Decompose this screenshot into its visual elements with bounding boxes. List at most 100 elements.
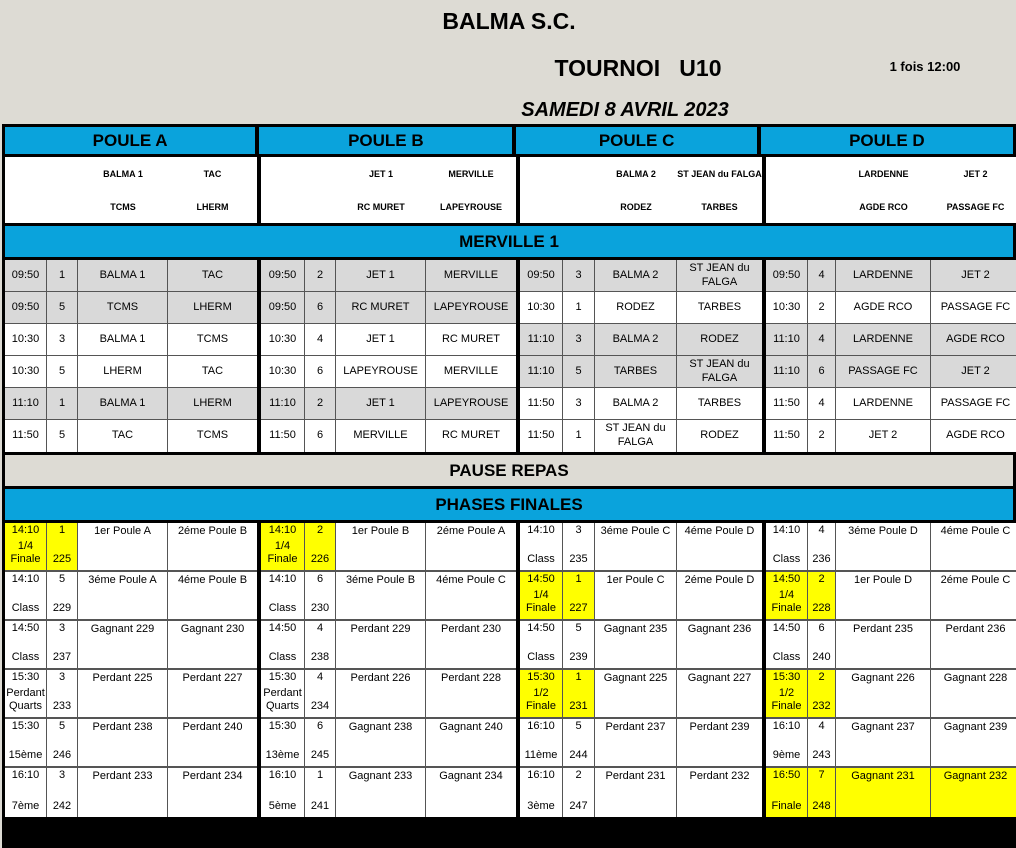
time-cell: 14:10 Class bbox=[766, 523, 808, 570]
match-time: 10:30 bbox=[261, 324, 305, 355]
team-a: Perdant 231 bbox=[595, 768, 677, 817]
field-number: 4 bbox=[818, 720, 825, 732]
final-row: 16:10 11ème 5 244 Perdant 237 Perdant 239 bbox=[520, 719, 762, 768]
number-cell: 1 225 bbox=[47, 523, 78, 570]
match-row: 10:30 5 LHERM TAC bbox=[5, 356, 257, 388]
final-row: 16:50 Finale 7 248 Gagnant 231 Gagnant 232 bbox=[766, 768, 1016, 817]
home-team: ST JEAN du FALGA bbox=[595, 420, 677, 452]
final-row: 14:50 Class 5 239 Gagnant 235 Gagnant 236 bbox=[520, 621, 762, 670]
away-team: LHERM bbox=[168, 388, 257, 419]
match-id: 237 bbox=[52, 651, 72, 664]
match-time: 11:10 bbox=[5, 388, 47, 419]
match-row: 11:50 1 ST JEAN du FALGA RODEZ bbox=[520, 420, 762, 452]
match-time: 11:50 bbox=[520, 420, 563, 452]
team-b: 4éme Poule B bbox=[168, 572, 257, 619]
team-a: 1er Poule D bbox=[836, 572, 931, 619]
final-row: 14:10 1/4 Finale 1 225 1er Poule A 2éme Poule… bbox=[5, 523, 257, 572]
round-label: 5ème bbox=[268, 800, 297, 813]
away-team: RODEZ bbox=[677, 420, 762, 452]
team-row: LARDENNE JET 2 bbox=[766, 157, 1016, 190]
away-team: TARBES bbox=[677, 292, 762, 323]
final-row: 15:30 1/2 Finale 2 232 Gagnant 226 Gagnant 22… bbox=[766, 670, 1016, 719]
final-row: 16:10 7ème 3 242 Perdant 233 Perdant 234 bbox=[5, 768, 257, 817]
match-row: 11:10 6 PASSAGE FC JET 2 bbox=[766, 356, 1016, 388]
match-row: 11:50 5 TAC TCMS bbox=[5, 420, 257, 452]
match-time: 16:10 bbox=[527, 769, 555, 781]
match-id: 230 bbox=[310, 602, 330, 615]
field-number: 5 bbox=[575, 720, 582, 732]
team-b: 4éme Poule D bbox=[677, 523, 762, 570]
team-b: 4éme Poule C bbox=[931, 523, 1016, 570]
field-number: 6 bbox=[818, 622, 825, 634]
team-a: Gagnant 226 bbox=[836, 670, 931, 717]
round-label: Perdant Quarts bbox=[263, 686, 302, 713]
field-number: 3 bbox=[47, 324, 78, 355]
poule-finals: 14:10 1/4 Finale 2 226 1er Poule B 2éme Poule… bbox=[261, 523, 516, 817]
field-number: 1 bbox=[575, 573, 582, 585]
team-a: Perdant 226 bbox=[336, 670, 426, 717]
field-number: 7 bbox=[818, 769, 825, 781]
final-row: 14:10 Class 4 236 3éme Poule D 4éme Poule C bbox=[766, 523, 1016, 572]
match-id: 241 bbox=[310, 800, 330, 813]
time-cell: 14:50 Class bbox=[520, 621, 563, 668]
team-name: RODEZ bbox=[620, 201, 652, 212]
match-id: 233 bbox=[52, 700, 72, 713]
number-cell: 1 231 bbox=[563, 670, 595, 717]
field-number: 5 bbox=[58, 573, 66, 585]
match-row: 10:30 3 BALMA 1 TCMS bbox=[5, 324, 257, 356]
poule-teams: BALMA 1 TAC TCMS LHERM JET 1 MERVILLE RC MURET… bbox=[5, 157, 1016, 223]
final-row: 16:10 9ème 4 243 Gagnant 237 Gagnant 239 bbox=[766, 719, 1016, 768]
final-row: 15:30 Perdant Quarts 3 233 Perdant 225 Perdan… bbox=[5, 670, 257, 719]
match-time: 11:50 bbox=[766, 388, 808, 419]
match-row: 11:10 5 TARBES ST JEAN du FALGA bbox=[520, 356, 762, 388]
match-time: 11:50 bbox=[5, 420, 47, 452]
home-team: BALMA 2 bbox=[595, 260, 677, 291]
match-id: 245 bbox=[310, 749, 330, 762]
time-cell: 15:30 Perdant Quarts bbox=[5, 670, 47, 717]
home-team: TARBES bbox=[595, 356, 677, 387]
match-time: 16:10 bbox=[11, 769, 40, 781]
match-id: 243 bbox=[812, 749, 831, 762]
match-time: 11:10 bbox=[520, 356, 563, 387]
match-time: 11:50 bbox=[766, 420, 808, 452]
match-time: 11:10 bbox=[261, 388, 305, 419]
team-a: Perdant 225 bbox=[78, 670, 168, 717]
match-row: 11:10 1 BALMA 1 LHERM bbox=[5, 388, 257, 420]
team-b: Gagnant 227 bbox=[677, 670, 762, 717]
team-a: Gagnant 235 bbox=[595, 621, 677, 668]
match-row: 09:50 3 BALMA 2 ST JEAN du FALGA bbox=[520, 260, 762, 292]
away-team: AGDE RCO bbox=[931, 324, 1016, 355]
match-row: 09:50 5 TCMS LHERM bbox=[5, 292, 257, 324]
match-id: 235 bbox=[569, 553, 588, 566]
match-row: 09:50 1 BALMA 1 TAC bbox=[5, 260, 257, 292]
poule-matches: 09:50 4 LARDENNE JET 2 10:30 2 AGDE RCO PASSAGE… bbox=[766, 260, 1016, 452]
number-cell: 4 243 bbox=[808, 719, 836, 766]
match-id: 246 bbox=[52, 749, 72, 762]
round-label: Perdant Quarts bbox=[6, 686, 45, 713]
round-label: 1/4 Finale bbox=[771, 588, 802, 615]
team-b: Perdant 234 bbox=[168, 768, 257, 817]
time-cell: 16:50 Finale bbox=[766, 768, 808, 817]
number-cell: 2 226 bbox=[305, 523, 336, 570]
number-cell: 5 239 bbox=[563, 621, 595, 668]
team-b: 4éme Poule C bbox=[426, 572, 516, 619]
team-a: 3éme Poule A bbox=[78, 572, 168, 619]
number-cell: 6 240 bbox=[808, 621, 836, 668]
number-cell: 3 237 bbox=[47, 621, 78, 668]
time-cell: 14:50 1/4 Finale bbox=[520, 572, 563, 619]
match-id: 236 bbox=[812, 553, 831, 566]
team-name: TAC bbox=[203, 168, 222, 179]
time-cell: 16:10 11ème bbox=[520, 719, 563, 766]
home-team: LARDENNE bbox=[836, 388, 931, 419]
tournament-title: TOURNOI U10 bbox=[554, 55, 722, 81]
match-row: 09:50 2 JET 1 MERVILLE bbox=[261, 260, 516, 292]
field-number: 3 bbox=[58, 671, 66, 683]
match-time: 14:10 bbox=[11, 573, 40, 585]
field-number: 3 bbox=[58, 622, 66, 634]
team-name: LHERM bbox=[196, 201, 229, 212]
field-number: 4 bbox=[808, 260, 836, 291]
round-label: Class bbox=[527, 553, 555, 566]
team-name: MERVILLE bbox=[448, 168, 494, 179]
match-time: 14:10 bbox=[11, 524, 40, 536]
team-b: Gagnant 228 bbox=[931, 670, 1016, 717]
